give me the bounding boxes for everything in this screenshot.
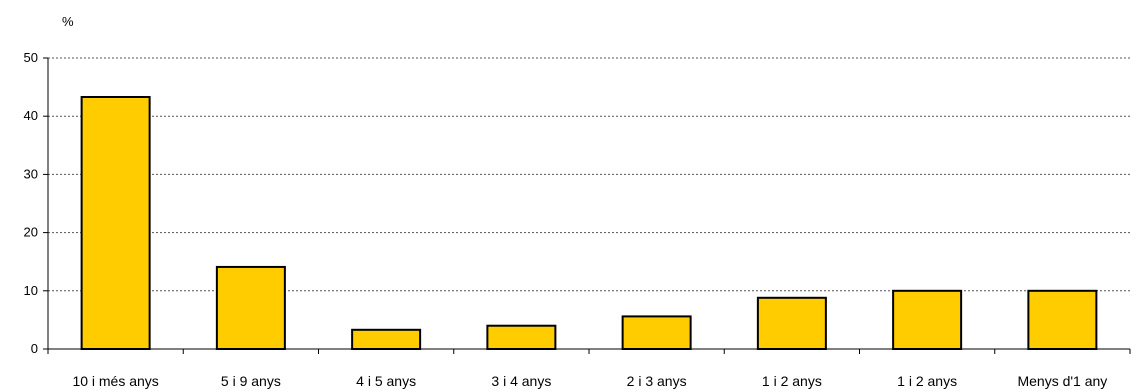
bar [756, 296, 827, 350]
y-tick-label: 30 [24, 166, 38, 181]
x-tick-label: 3 i 4 anys [491, 373, 551, 389]
bars [80, 95, 1098, 351]
x-tick-label: 4 i 5 anys [356, 373, 416, 389]
bar [621, 315, 692, 350]
x-tick-label: Menys d'1 any [1017, 373, 1107, 389]
bar [892, 289, 963, 350]
x-axis-labels: 10 i més anys 5 i 9 anys 4 i 5 anys 3 i 4 a… [47, 349, 1131, 389]
y-tick-label: 40 [24, 108, 38, 123]
x-tick-label: 1 i 2 anys [897, 373, 957, 389]
x-tick-label: 10 i més anys [72, 373, 158, 389]
gridlines [48, 57, 1130, 292]
bar [215, 265, 286, 350]
x-tick-label: 5 i 9 anys [221, 373, 281, 389]
x-tick-label: 2 i 3 anys [627, 373, 687, 389]
y-axis-ticks: 0 10 20 30 40 50 [24, 50, 48, 356]
bar [80, 95, 151, 350]
y-axis-unit-label: % [62, 14, 74, 29]
bar [486, 324, 557, 351]
bar [1027, 289, 1098, 350]
bar [351, 328, 422, 351]
x-tick-label: 1 i 2 anys [762, 373, 822, 389]
y-tick-label: 50 [24, 50, 38, 65]
y-tick-label: 20 [24, 225, 38, 240]
y-tick-label: 10 [24, 283, 38, 298]
y-tick-label: 0 [31, 341, 38, 356]
